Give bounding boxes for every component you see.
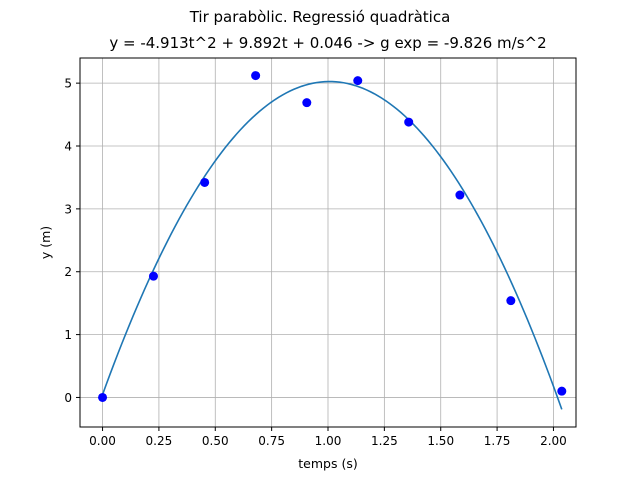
chart-suptitle: Tir parabòlic. Regressió quadràtica bbox=[189, 8, 451, 26]
x-tick-label: 1.00 bbox=[315, 434, 342, 448]
y-tick-label: 2 bbox=[64, 265, 72, 279]
y-tick-label: 4 bbox=[64, 140, 72, 154]
x-tick-label: 1.25 bbox=[371, 434, 398, 448]
y-tick-label: 5 bbox=[64, 77, 72, 91]
x-tick-label: 0.75 bbox=[258, 434, 285, 448]
grid-layer bbox=[80, 58, 576, 427]
y-tick-label: 0 bbox=[64, 391, 72, 405]
y-tick-label: 3 bbox=[64, 202, 72, 216]
y-tick-label: 1 bbox=[64, 328, 72, 342]
data-point bbox=[200, 177, 210, 187]
y-axis-label: y (m) bbox=[38, 226, 53, 259]
x-tick-label: 2.00 bbox=[540, 434, 567, 448]
ticks-layer: 0.00 0.25 0.50 0.75 1.00 1.25 1.50 1.75 2.00 0 1 2 3… bbox=[64, 77, 566, 448]
x-tick-label: 1.75 bbox=[484, 434, 511, 448]
data-point bbox=[404, 117, 414, 127]
x-tick-label: 0.50 bbox=[202, 434, 229, 448]
data-point bbox=[353, 76, 363, 86]
x-axis-label: temps (s) bbox=[298, 456, 357, 471]
x-tick-label: 0.25 bbox=[146, 434, 173, 448]
x-tick-label: 1.50 bbox=[427, 434, 454, 448]
data-point bbox=[98, 392, 108, 402]
regression-curve bbox=[101, 80, 563, 410]
data-point bbox=[506, 296, 516, 306]
chart-title: y = -4.913t^2 + 9.892t + 0.046 -> g exp … bbox=[109, 34, 547, 52]
data-point bbox=[251, 71, 261, 81]
data-points-layer bbox=[98, 71, 567, 402]
x-tick-label: 0.00 bbox=[89, 434, 116, 448]
data-point bbox=[148, 271, 158, 281]
data-point bbox=[302, 98, 312, 108]
data-point bbox=[455, 190, 465, 200]
data-point bbox=[557, 386, 567, 396]
